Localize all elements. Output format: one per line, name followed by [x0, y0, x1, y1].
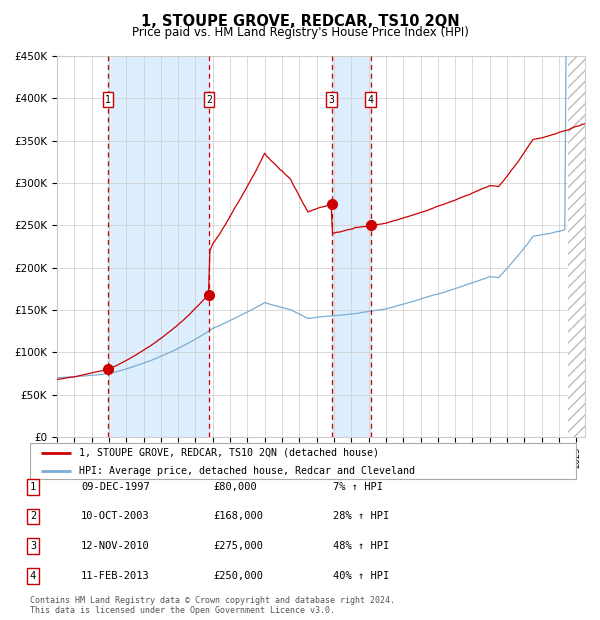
Bar: [332, 56, 371, 437]
Bar: [568, 56, 585, 437]
Text: £250,000: £250,000: [213, 571, 263, 581]
Text: 12-NOV-2010: 12-NOV-2010: [81, 541, 150, 551]
Text: 1: 1: [105, 95, 111, 105]
FancyBboxPatch shape: [30, 443, 576, 479]
Text: 2: 2: [30, 512, 36, 521]
Text: 1, STOUPE GROVE, REDCAR, TS10 2QN (detached house): 1, STOUPE GROVE, REDCAR, TS10 2QN (detac…: [79, 448, 379, 458]
Text: 3: 3: [30, 541, 36, 551]
Text: 3: 3: [329, 95, 335, 105]
Text: Contains HM Land Registry data © Crown copyright and database right 2024.
This d: Contains HM Land Registry data © Crown c…: [30, 596, 395, 615]
Text: HPI: Average price, detached house, Redcar and Cleveland: HPI: Average price, detached house, Redc…: [79, 466, 415, 476]
Text: 11-FEB-2013: 11-FEB-2013: [81, 571, 150, 581]
Text: 28% ↑ HPI: 28% ↑ HPI: [333, 512, 389, 521]
Text: 7% ↑ HPI: 7% ↑ HPI: [333, 482, 383, 492]
Text: Price paid vs. HM Land Registry's House Price Index (HPI): Price paid vs. HM Land Registry's House …: [131, 26, 469, 39]
Text: 09-DEC-1997: 09-DEC-1997: [81, 482, 150, 492]
Text: 4: 4: [368, 95, 374, 105]
Text: 10-OCT-2003: 10-OCT-2003: [81, 512, 150, 521]
Text: 1: 1: [30, 482, 36, 492]
Text: 2: 2: [206, 95, 212, 105]
Text: 1, STOUPE GROVE, REDCAR, TS10 2QN: 1, STOUPE GROVE, REDCAR, TS10 2QN: [140, 14, 460, 29]
Text: £275,000: £275,000: [213, 541, 263, 551]
Text: £80,000: £80,000: [213, 482, 257, 492]
Text: 40% ↑ HPI: 40% ↑ HPI: [333, 571, 389, 581]
Text: £168,000: £168,000: [213, 512, 263, 521]
Text: 48% ↑ HPI: 48% ↑ HPI: [333, 541, 389, 551]
Text: 4: 4: [30, 571, 36, 581]
Bar: [108, 56, 209, 437]
